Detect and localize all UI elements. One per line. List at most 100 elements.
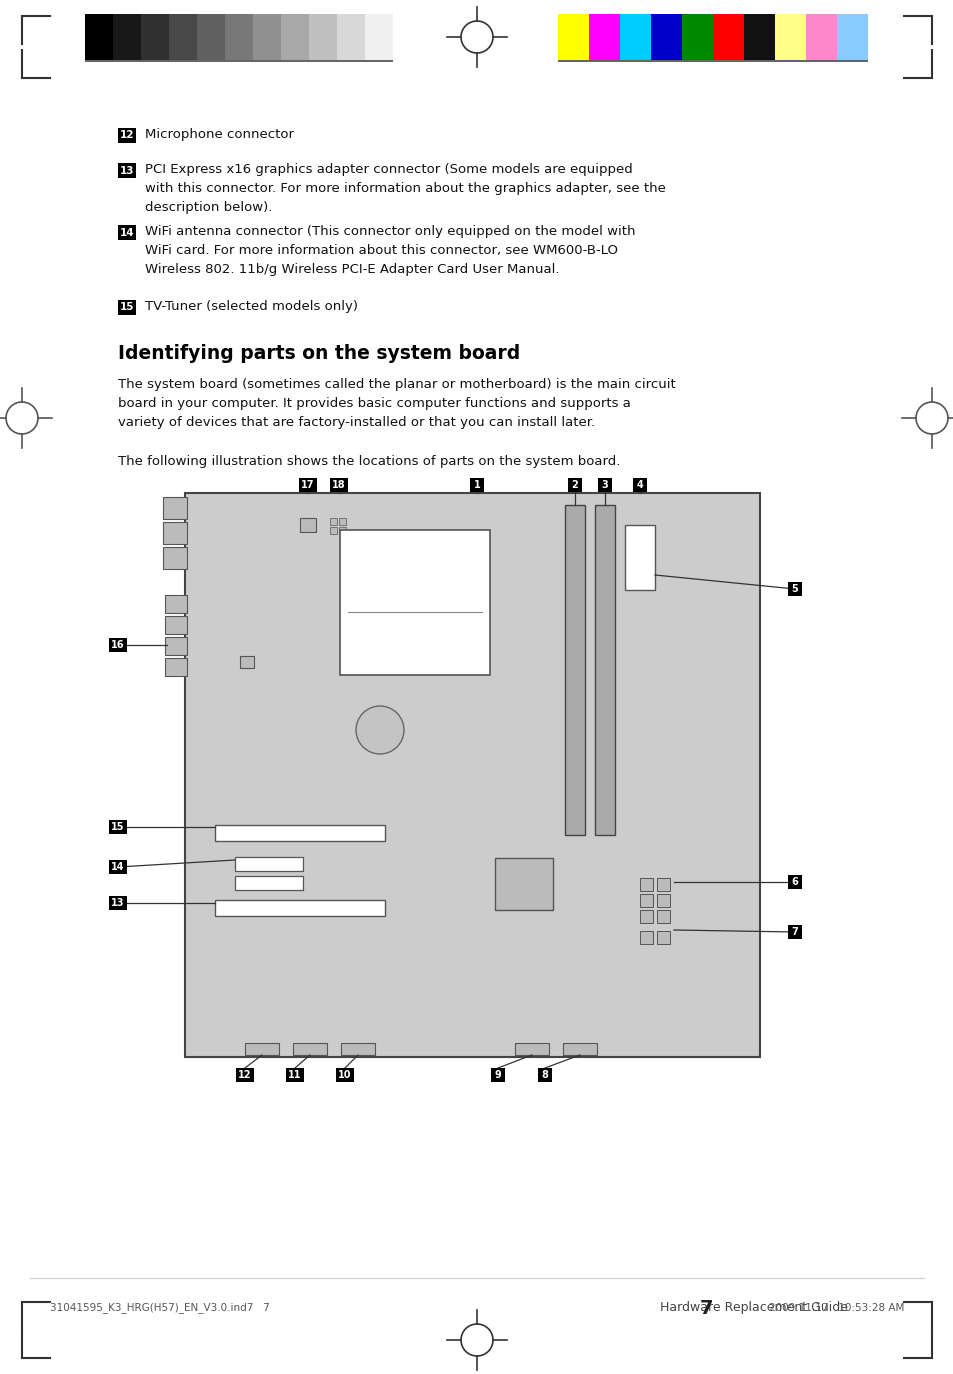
Bar — [118, 128, 136, 143]
Ellipse shape — [355, 706, 403, 754]
Bar — [338, 518, 346, 525]
Bar — [112, 14, 141, 60]
Bar — [787, 875, 801, 889]
Bar — [639, 910, 652, 923]
Text: Microphone connector: Microphone connector — [145, 128, 294, 142]
Bar — [774, 14, 805, 60]
Bar — [567, 478, 581, 492]
Bar — [639, 878, 652, 890]
Bar — [787, 925, 801, 938]
Bar — [165, 658, 187, 676]
Bar — [624, 525, 655, 589]
Bar — [214, 824, 385, 841]
Bar — [495, 857, 553, 910]
Text: 7: 7 — [700, 1298, 713, 1318]
Bar — [650, 14, 681, 60]
Bar — [336, 14, 365, 60]
Text: 13: 13 — [120, 165, 134, 176]
Bar — [118, 300, 136, 315]
Bar — [169, 14, 196, 60]
Bar — [286, 1068, 304, 1081]
Text: 4: 4 — [636, 480, 642, 491]
Bar — [165, 595, 187, 613]
Text: Identifying parts on the system board: Identifying parts on the system board — [118, 344, 519, 363]
Bar — [234, 877, 303, 890]
Bar — [196, 14, 225, 60]
Bar — [299, 518, 315, 532]
Bar — [309, 14, 336, 60]
Bar — [657, 878, 669, 890]
Bar — [163, 497, 187, 519]
Text: 11: 11 — [288, 1070, 301, 1080]
Bar — [245, 1043, 278, 1055]
Text: 15: 15 — [112, 822, 125, 833]
Bar — [109, 896, 127, 910]
Bar — [109, 820, 127, 834]
Text: 14: 14 — [112, 861, 125, 872]
Bar — [293, 1043, 327, 1055]
Text: 17: 17 — [301, 480, 314, 491]
Bar — [118, 164, 136, 179]
Bar — [470, 478, 483, 492]
Bar — [836, 14, 867, 60]
Bar — [165, 616, 187, 633]
Text: 5: 5 — [791, 584, 798, 594]
Bar — [558, 14, 867, 62]
Bar — [253, 14, 281, 60]
Bar — [338, 528, 346, 534]
Bar — [805, 14, 836, 60]
Bar — [163, 522, 187, 544]
Bar — [214, 900, 385, 916]
Bar — [165, 638, 187, 655]
Bar — [639, 894, 652, 907]
Text: 31041595_K3_HRG(H57)_EN_V3.0.ind7   7: 31041595_K3_HRG(H57)_EN_V3.0.ind7 7 — [50, 1303, 270, 1314]
Bar — [225, 14, 253, 60]
Bar — [330, 528, 336, 534]
Bar — [562, 1043, 597, 1055]
Bar — [365, 14, 393, 60]
Bar — [109, 638, 127, 653]
Text: board in your computer. It provides basic computer functions and supports a: board in your computer. It provides basi… — [118, 397, 630, 409]
Bar — [657, 910, 669, 923]
Bar — [588, 14, 619, 60]
Bar — [558, 14, 588, 60]
Text: 10: 10 — [338, 1070, 352, 1080]
Bar — [235, 1068, 253, 1081]
Text: 8: 8 — [541, 1070, 548, 1080]
Text: TV-Tuner (selected models only): TV-Tuner (selected models only) — [145, 300, 357, 313]
Bar — [340, 1043, 375, 1055]
Bar — [564, 506, 584, 835]
Bar — [619, 14, 650, 60]
Text: 18: 18 — [332, 480, 345, 491]
Bar — [335, 1068, 354, 1081]
Text: 1: 1 — [473, 480, 480, 491]
Text: Hardware Replacement Guide: Hardware Replacement Guide — [659, 1301, 847, 1315]
Bar — [787, 583, 801, 596]
Text: 2009.11.17   10:53:28 AM: 2009.11.17 10:53:28 AM — [768, 1303, 903, 1314]
Bar — [339, 530, 490, 675]
Bar — [185, 493, 760, 1057]
Bar — [234, 857, 303, 871]
Bar — [537, 1068, 552, 1081]
Bar — [330, 478, 348, 492]
Text: Wireless 802. 11b/g Wireless PCI-E Adapter Card User Manual.: Wireless 802. 11b/g Wireless PCI-E Adapt… — [145, 262, 558, 276]
Bar — [163, 547, 187, 569]
Text: PCI Express x16 graphics adapter connector (Some models are equipped: PCI Express x16 graphics adapter connect… — [145, 164, 632, 176]
Bar — [657, 932, 669, 944]
Bar — [281, 14, 309, 60]
Text: 13: 13 — [112, 899, 125, 908]
Text: 12: 12 — [120, 131, 134, 140]
Bar — [240, 655, 253, 668]
Text: The following illustration shows the locations of parts on the system board.: The following illustration shows the loc… — [118, 455, 619, 469]
Bar — [743, 14, 774, 60]
Bar — [681, 14, 712, 60]
Bar — [657, 894, 669, 907]
Bar — [712, 14, 743, 60]
Text: 7: 7 — [791, 927, 798, 937]
Bar — [298, 478, 316, 492]
Bar — [109, 860, 127, 874]
Text: The system board (sometimes called the planar or motherboard) is the main circui: The system board (sometimes called the p… — [118, 378, 675, 392]
Text: 9: 9 — [494, 1070, 501, 1080]
Bar — [330, 518, 336, 525]
Text: 14: 14 — [119, 228, 134, 238]
